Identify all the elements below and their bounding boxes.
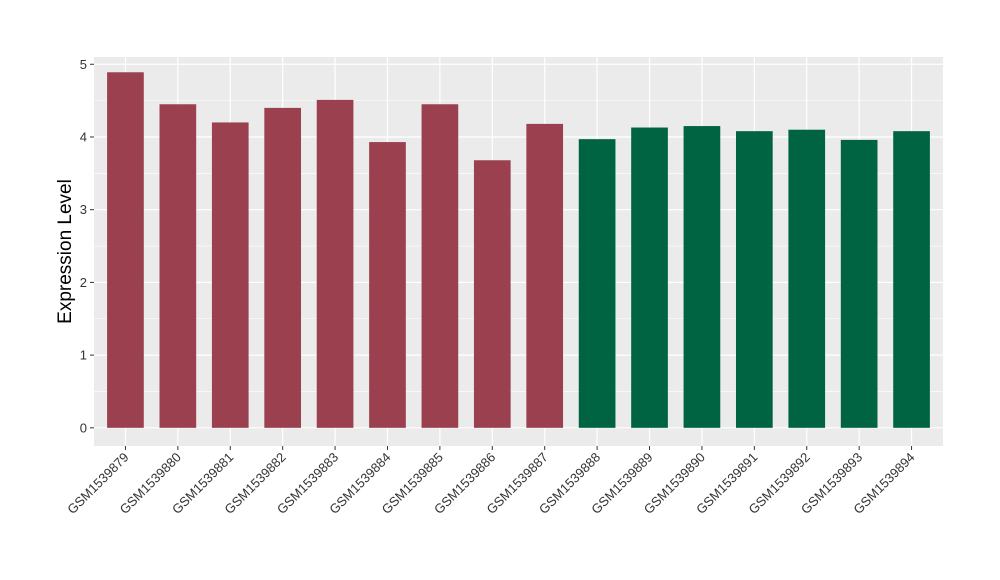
bar	[578, 139, 616, 428]
y-tick-label: 5	[80, 57, 87, 72]
y-axis-title: Expression Level	[55, 179, 76, 324]
y-tick-label: 3	[80, 202, 87, 217]
bar	[421, 104, 459, 428]
bar	[893, 131, 930, 428]
y-tick-label: 1	[80, 348, 87, 363]
bars	[107, 72, 930, 428]
bar	[211, 122, 249, 428]
bar	[316, 99, 354, 428]
y-tick-label: 2	[80, 275, 87, 290]
bar	[683, 126, 721, 428]
x-axis: GSM1539879GSM1539880GSM1539881GSM1539882…	[64, 446, 918, 517]
bar	[159, 104, 197, 428]
y-tick-label: 4	[80, 129, 87, 144]
bar	[264, 107, 302, 428]
y-tick-label: 0	[80, 420, 87, 435]
bar	[788, 129, 826, 428]
bar	[369, 142, 406, 428]
y-axis: 0 1 2 3 4 5	[80, 57, 94, 435]
bar	[107, 72, 144, 428]
bar	[840, 139, 878, 428]
bar	[526, 123, 564, 428]
bar	[735, 131, 773, 428]
bar	[631, 127, 668, 428]
bar	[473, 160, 511, 428]
